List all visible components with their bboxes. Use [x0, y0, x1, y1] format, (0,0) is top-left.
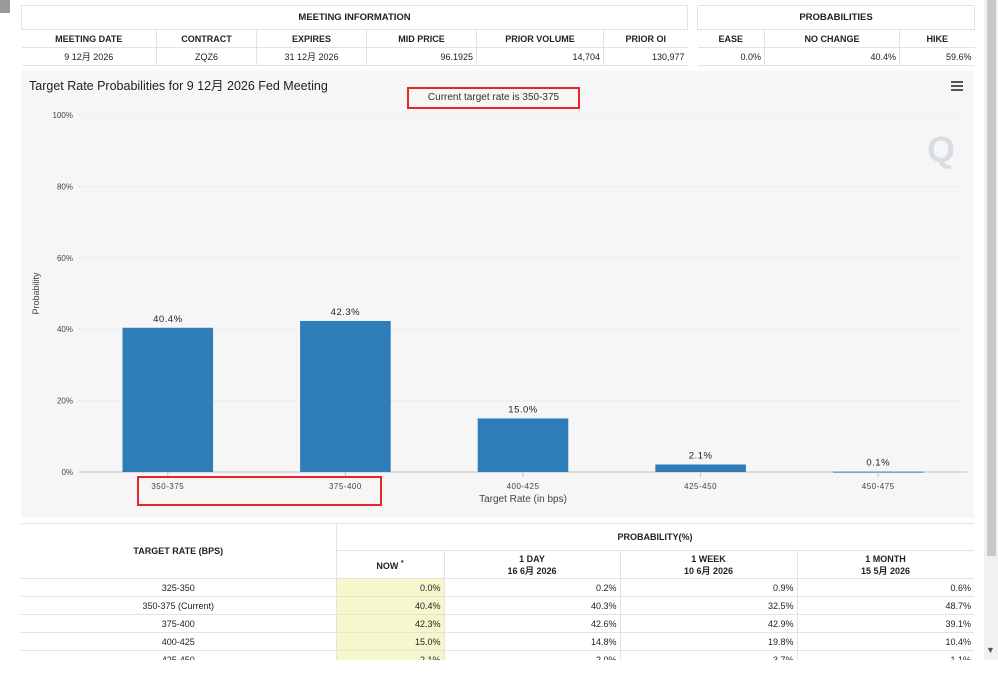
target-rate-cell: 375-400: [21, 614, 336, 633]
probabilities-row: 0.0% 40.4% 59.6%: [697, 47, 975, 66]
scrollbar-thumb[interactable]: [987, 0, 996, 556]
probability-cell: 0.9%: [619, 578, 797, 597]
meeting-date-value: 9 12月 2026: [21, 47, 157, 66]
probability-cell: 42.9%: [619, 614, 797, 633]
target-rate-chart-panel: Target Rate Probabilities for 9 12月 2026…: [21, 71, 974, 518]
meeting-information-caption: MEETING INFORMATION: [20, 5, 689, 30]
probability-cell: 3.7%: [619, 650, 797, 660]
ease-value: 0.0%: [697, 47, 765, 66]
hamburger-menu-icon[interactable]: [951, 81, 963, 91]
probability-cell: 15.0%: [335, 632, 444, 651]
probability-cell: 0.0%: [335, 578, 444, 597]
probabilities-caption: PROBABILITIES: [696, 5, 976, 30]
table-row: 375-400 42.3% 42.6% 42.9% 39.1%: [21, 614, 974, 633]
probability-cell: 2.1%: [335, 650, 444, 660]
probabilities-table: PROBABILITIES EASE NO CHANGE HIKE 0.0% 4…: [696, 5, 976, 66]
probability-cell: 14.8%: [443, 632, 620, 651]
mid-price-value: 96.1925: [366, 47, 477, 66]
data-label: 42.3%: [331, 307, 360, 318]
chart-title: Target Rate Probabilities for 9 12月 2026…: [29, 79, 328, 93]
one-day-header: 1 DAY 16 6月 2026: [443, 550, 621, 579]
prior-volume-value: 14,704: [476, 47, 604, 66]
table-row: 425-450 2.1% 2.0% 3.7% 1.1%: [21, 650, 974, 660]
meeting-date-header: MEETING DATE: [21, 29, 157, 48]
bar-375-400: [300, 320, 391, 472]
y-tick-label: 0%: [61, 468, 73, 477]
no-change-value: 40.4%: [764, 47, 900, 66]
target-rate-cell: 325-350: [21, 578, 336, 597]
probability-cell: 1.1%: [796, 650, 974, 660]
current-target-highlight: Current target rate is 350-375: [407, 87, 580, 109]
data-label: 2.1%: [689, 451, 713, 462]
scroll-down-arrow-icon[interactable]: ▼: [986, 645, 995, 655]
expires-header: EXPIRES: [256, 29, 367, 48]
expires-value: 31 12月 2026: [256, 47, 367, 66]
y-tick-label: 60%: [57, 254, 73, 263]
x-tick-label: 425-450: [684, 482, 717, 491]
table-row: 400-425 15.0% 14.8% 19.8% 10.4%: [21, 632, 974, 651]
no-change-header: NO CHANGE: [764, 29, 900, 48]
probability-cell: 40.4%: [335, 596, 444, 615]
table-row: 350-375 (Current) 40.4% 40.3% 32.5% 48.7%: [21, 596, 974, 615]
bar-400-425: [477, 418, 569, 472]
one-week-header: 1 WEEK 10 6月 2026: [619, 550, 798, 579]
data-label: 0.1%: [866, 458, 890, 469]
y-tick-label: 100%: [53, 111, 73, 120]
x-tick-label: 350-375: [151, 482, 184, 491]
data-label: 40.4%: [153, 314, 182, 325]
vertical-scrollbar[interactable]: ▼: [984, 0, 998, 660]
meeting-information-table: MEETING INFORMATION MEETING DATE CONTRAC…: [20, 5, 689, 66]
bar-425-450: [655, 464, 746, 472]
prior-volume-header: PRIOR VOLUME: [476, 29, 604, 48]
x-tick-label: 450-475: [862, 482, 895, 491]
page-edge-marker: [0, 0, 10, 13]
y-tick-label: 40%: [57, 325, 73, 334]
x-tick-label: 375-400: [329, 482, 362, 491]
prior-oi-value: 130,977: [602, 47, 688, 66]
probability-history-table: TARGET RATE (BPS) PROBABILITY(%) NOW * 1…: [21, 523, 974, 660]
contract-value: ZQZ6: [156, 47, 257, 66]
probability-cell: 0.2%: [443, 578, 620, 597]
probability-cell: 19.8%: [619, 632, 797, 651]
table-row: 325-350 0.0% 0.2% 0.9% 0.6%: [21, 578, 974, 597]
bar-350-375: [122, 327, 214, 472]
one-month-header: 1 MONTH 15 5月 2026: [796, 550, 974, 579]
y-tick-label: 20%: [57, 397, 73, 406]
probability-caption: PROBABILITY(%): [335, 523, 974, 551]
hike-value: 59.6%: [898, 47, 975, 66]
now-header: NOW *: [335, 550, 445, 579]
hike-header: HIKE: [898, 29, 975, 48]
y-axis-title: Probability: [31, 272, 41, 315]
target-rate-cell: 425-450: [21, 650, 336, 660]
probability-cell: 40.3%: [443, 596, 620, 615]
ease-header: EASE: [697, 29, 765, 48]
target-rate-cell: 400-425: [21, 632, 336, 651]
probability-cell: 0.6%: [796, 578, 974, 597]
probability-cell: 39.1%: [796, 614, 974, 633]
target-rate-header: TARGET RATE (BPS): [21, 523, 337, 579]
x-axis-title: Target Rate (in bps): [479, 494, 567, 505]
prior-oi-header: PRIOR OI: [602, 29, 688, 48]
target-rate-cell: 350-375 (Current): [21, 596, 336, 615]
probability-cell: 42.6%: [443, 614, 620, 633]
category-highlight-box: [137, 476, 382, 506]
x-tick-label: 400-425: [507, 482, 540, 491]
probability-cell: 32.5%: [619, 596, 797, 615]
probability-cell: 10.4%: [796, 632, 974, 651]
meeting-info-row: 9 12月 2026 ZQZ6 31 12月 2026 96.1925 14,7…: [21, 47, 688, 66]
contract-header: CONTRACT: [156, 29, 257, 48]
y-tick-label: 80%: [57, 182, 73, 191]
mid-price-header: MID PRICE: [366, 29, 477, 48]
cme-logo: Q: [927, 129, 956, 170]
probability-bar-chart: 0% 20% 40% 60% 80% 100% 40.4% 350-375 42.3% 375-4…: [31, 111, 967, 505]
data-label: 15.0%: [508, 404, 537, 415]
probability-cell: 48.7%: [796, 596, 974, 615]
current-target-label: Current target rate is 350-375: [427, 92, 560, 103]
probability-cell: 42.3%: [335, 614, 444, 633]
probability-cell: 2.0%: [443, 650, 620, 660]
